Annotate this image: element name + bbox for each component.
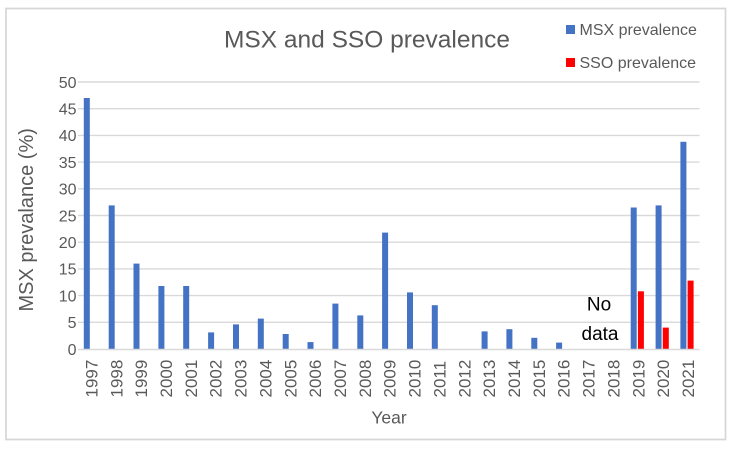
svg-text:MSX prevalance (%): MSX prevalance (%) — [16, 128, 38, 311]
svg-text:1997: 1997 — [82, 360, 101, 398]
svg-text:MSX and SSO prevalence: MSX and SSO prevalence — [224, 26, 510, 53]
svg-text:MSX prevalence: MSX prevalence — [580, 22, 697, 39]
svg-text:2008: 2008 — [356, 360, 375, 398]
svg-text:25: 25 — [59, 208, 77, 225]
svg-text:Year: Year — [371, 408, 407, 428]
svg-text:data: data — [582, 324, 619, 345]
svg-text:2005: 2005 — [281, 360, 300, 398]
svg-text:2007: 2007 — [331, 360, 350, 398]
svg-text:45: 45 — [59, 102, 77, 119]
svg-text:2001: 2001 — [182, 360, 201, 398]
svg-text:2006: 2006 — [306, 360, 325, 398]
svg-text:2000: 2000 — [157, 360, 176, 398]
svg-text:2018: 2018 — [605, 360, 624, 398]
svg-text:2016: 2016 — [555, 360, 574, 398]
svg-text:5: 5 — [68, 315, 77, 332]
svg-text:2015: 2015 — [530, 360, 549, 398]
svg-text:2011: 2011 — [430, 361, 449, 398]
svg-text:30: 30 — [59, 182, 77, 199]
svg-text:0: 0 — [68, 342, 77, 359]
svg-text:1999: 1999 — [132, 360, 151, 398]
svg-text:2003: 2003 — [232, 360, 251, 398]
svg-text:2002: 2002 — [207, 360, 226, 398]
svg-text:1998: 1998 — [107, 360, 126, 398]
svg-text:2010: 2010 — [406, 360, 425, 398]
svg-text:2009: 2009 — [381, 360, 400, 398]
svg-text:2020: 2020 — [654, 360, 673, 398]
svg-text:2012: 2012 — [455, 360, 474, 398]
svg-text:50: 50 — [59, 75, 77, 92]
svg-text:2004: 2004 — [256, 360, 275, 398]
svg-text:40: 40 — [59, 128, 77, 145]
svg-text:2021: 2021 — [679, 360, 698, 398]
svg-text:2019: 2019 — [629, 360, 648, 398]
svg-text:2014: 2014 — [505, 360, 524, 398]
svg-text:SSO prevalence: SSO prevalence — [580, 55, 697, 72]
svg-text:10: 10 — [59, 288, 77, 305]
svg-text:15: 15 — [59, 262, 77, 279]
svg-text:2013: 2013 — [480, 360, 499, 398]
svg-text:20: 20 — [59, 235, 77, 252]
svg-text:No: No — [587, 295, 611, 316]
svg-text:2017: 2017 — [580, 360, 599, 398]
svg-text:35: 35 — [59, 155, 77, 172]
